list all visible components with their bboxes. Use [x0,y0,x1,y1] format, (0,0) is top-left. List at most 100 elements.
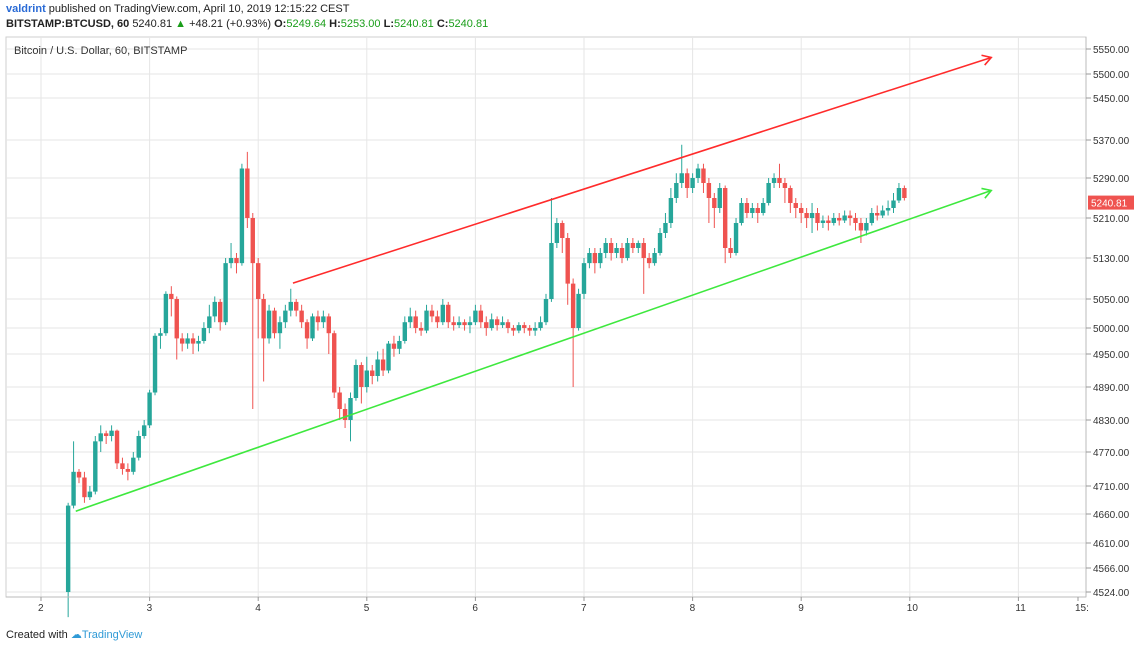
candle-body [196,341,201,344]
candle-body [310,316,315,339]
candle-body [565,238,570,284]
candle-body [380,359,386,371]
candle-body [283,310,288,323]
candle-body [402,322,408,341]
candle-body [342,409,348,420]
candle-body [625,243,630,258]
candle-body [636,243,641,248]
footer: Created with ☁TradingView [6,628,142,641]
candle-body [136,436,141,458]
publish-line: valdrint published on TradingView.com, A… [6,2,488,17]
candle-body [739,203,744,223]
last-price-tag-label: 5240.81 [1091,199,1128,210]
candle-body [272,310,277,334]
candle-body [728,248,733,253]
time-axis[interactable]: 2 3 4 5 6 7 8 9 10 11 15: [6,596,1089,614]
candle-body [71,471,76,506]
candle-body [576,293,581,328]
candle-body [87,491,93,498]
candle-body [261,299,266,339]
candle-body [701,168,706,183]
candle-body [581,263,587,294]
candle-body [245,168,250,218]
candle-body [239,168,245,264]
candle-body [288,301,293,311]
candle-body [446,304,451,323]
candle-body [114,430,120,464]
price-tick-label: 4610.00 [1093,539,1130,550]
author-link[interactable]: valdrint [6,3,46,15]
candle-body [348,398,353,420]
candle-body [538,322,543,328]
candle-body [820,220,826,223]
candle-body [570,283,576,328]
grid [6,37,1086,597]
tradingview-logo-text[interactable]: TradingView [81,629,143,641]
support-arrowhead [981,187,993,199]
candle-body [93,441,98,492]
tradingview-cloud-icon: ☁ [70,629,82,641]
candle-body [370,370,375,376]
candle-body [212,301,217,317]
last-price-tag [1088,195,1134,210]
time-tick-label: 10 [907,603,919,614]
candle-body [131,457,136,472]
candle-body [532,328,538,331]
candle-body [549,243,554,299]
candle-body [337,392,342,409]
candle-body [744,203,750,213]
trendlines[interactable] [75,54,993,512]
candle-body [516,325,522,331]
candle-body [489,319,494,328]
candle-body [326,316,331,334]
candle-body [663,223,668,233]
price-tick-label: 5370.00 [1093,136,1130,147]
candle-body [391,343,397,349]
candle-body [733,223,739,253]
publish-info: published on TradingView.com, April 10, … [48,3,350,15]
candle-body [598,253,603,264]
candle-body [869,213,874,223]
price-tick-label: 4830.00 [1093,416,1130,427]
candle-body [163,293,169,334]
candle-body [500,322,505,326]
candle-body [891,200,896,208]
candle-body [864,223,869,231]
candle-body [125,469,131,472]
candle-body [511,328,516,331]
time-tick-label: 6 [472,603,478,614]
last-price: 5240.81 [132,18,173,30]
candle-body [467,322,473,326]
time-tick-label: 8 [690,603,696,614]
candle-body [185,338,190,344]
candle-body [353,365,359,398]
price-tick-label: 5500.00 [1093,70,1130,81]
candle-body [76,471,82,478]
candle-body [429,310,435,317]
candle-body [885,208,891,211]
candle-body [554,223,560,243]
chart-title: Bitcoin / U.S. Dollar, 60, BITSTAMP [14,45,187,57]
price-chart[interactable]: Bitcoin / U.S. Dollar, 60, BITSTAMP 5550… [0,0,1140,625]
price-tick-label: 4770.00 [1093,448,1130,459]
candle-body [169,293,174,299]
candle-body [413,316,418,328]
candle-body [603,243,608,253]
high-value: 5253.00 [340,18,381,30]
candle-body [684,173,690,188]
candle-body [722,188,728,248]
candle-body [587,253,592,264]
time-tick-label: 2 [38,603,44,614]
candle-body [98,433,103,442]
price-axis[interactable]: 5550.00 5500.00 5450.00 5370.00 5290.00 5210.… [1085,37,1134,599]
time-tick-label: 11 [1015,603,1026,614]
candle-body [831,218,836,223]
candle-body [717,188,722,208]
time-tick-label: 5 [364,603,370,614]
candle-body [560,223,565,238]
candle-body [435,316,440,323]
candle-body [712,198,717,208]
candle-body [668,198,674,223]
candle-body [82,477,87,498]
candle-body [652,253,657,264]
